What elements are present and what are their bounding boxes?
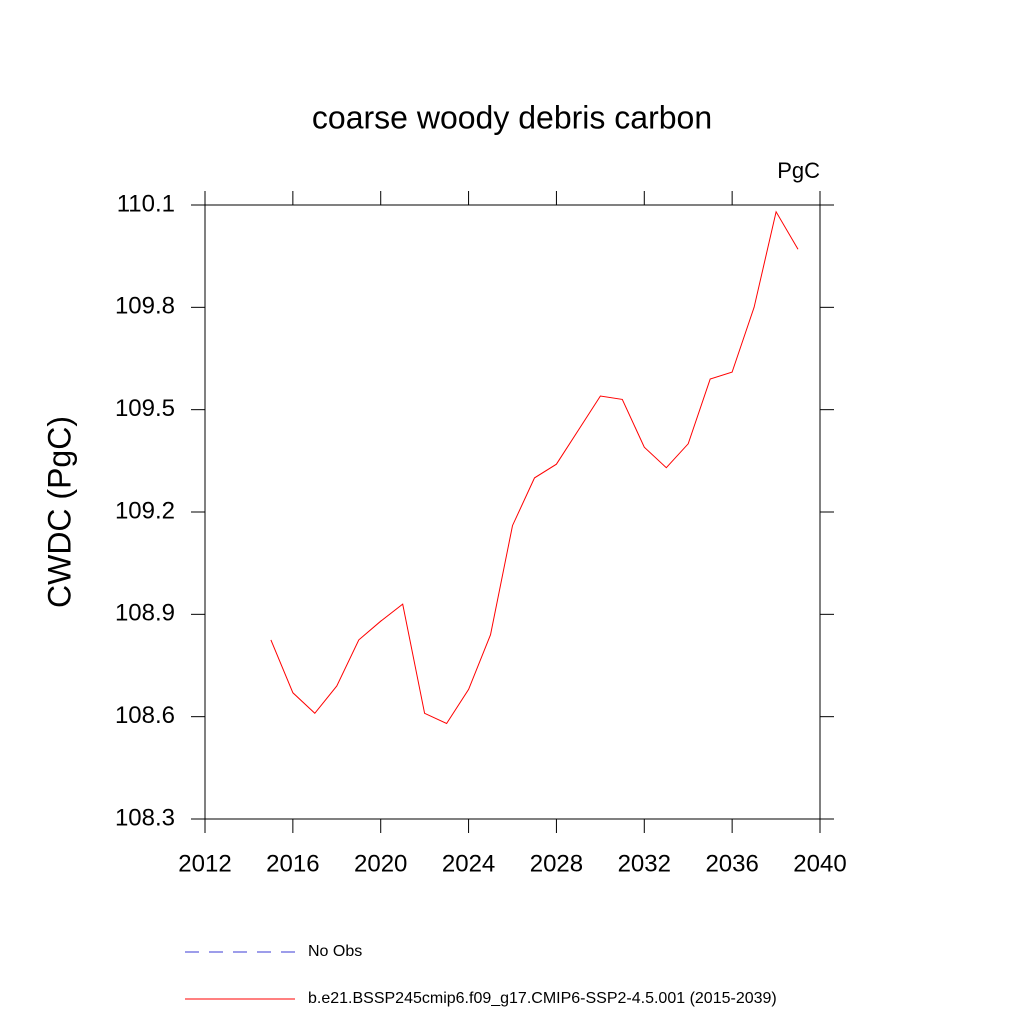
plot-frame <box>204 204 821 820</box>
y-tick-label: 109.2 <box>115 497 175 524</box>
data-line <box>270 210 799 725</box>
y-tick-label: 108.9 <box>115 600 175 627</box>
y-tick-label: 108.6 <box>115 702 175 729</box>
y-tick-label: 109.5 <box>115 395 175 422</box>
units-label: PgC <box>777 158 820 183</box>
x-tick-label: 2020 <box>354 850 407 877</box>
legend-label: No Obs <box>308 943 362 960</box>
chart-title: coarse woody debris carbon <box>312 99 712 135</box>
x-tick-label: 2016 <box>266 850 319 877</box>
x-tick-label: 2012 <box>178 850 231 877</box>
y-tick-label: 108.3 <box>115 804 175 831</box>
x-tick-label: 2024 <box>442 850 495 877</box>
x-tick-label: 2040 <box>793 850 846 877</box>
x-tick-label: 2028 <box>530 850 583 877</box>
y-tick-label: 109.8 <box>115 293 175 320</box>
y-axis-label: CWDC (PgC) <box>41 416 77 608</box>
x-tick-label: 2032 <box>618 850 671 877</box>
y-tick-label: 110.1 <box>117 190 175 217</box>
x-tick-label: 2036 <box>705 850 758 877</box>
legend-label: b.e21.BSSP245cmip6.f09_g17.CMIP6-SSP2-4.… <box>308 990 777 1007</box>
